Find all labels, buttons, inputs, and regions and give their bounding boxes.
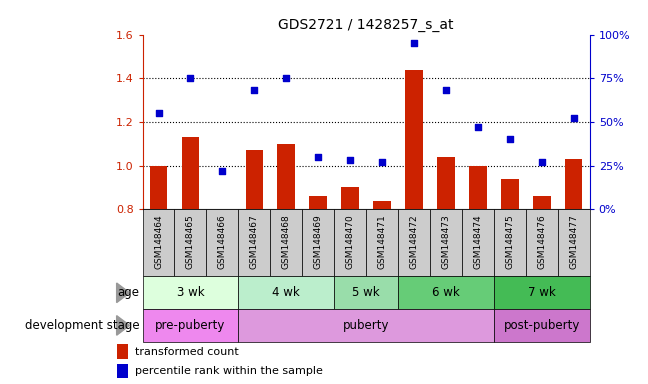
Bar [405, 70, 422, 209]
Text: GSM148476: GSM148476 [537, 215, 546, 270]
Text: GSM148464: GSM148464 [154, 215, 163, 269]
Point [473, 124, 483, 130]
Text: GSM148469: GSM148469 [314, 215, 323, 270]
Bar [143, 276, 238, 309]
Bar [526, 209, 558, 276]
Title: GDS2721 / 1428257_s_at: GDS2721 / 1428257_s_at [279, 18, 454, 32]
Bar [270, 209, 302, 276]
Text: GSM148475: GSM148475 [505, 215, 515, 270]
Bar [430, 209, 462, 276]
Point [409, 40, 419, 46]
Point [568, 115, 579, 121]
Bar [494, 276, 590, 309]
Text: post-puberty: post-puberty [503, 319, 580, 332]
Bar [494, 309, 590, 342]
Text: pre-puberty: pre-puberty [156, 319, 226, 332]
Bar [469, 166, 487, 209]
Bar [150, 166, 167, 209]
Bar [565, 159, 583, 209]
Point [345, 157, 355, 164]
Point [441, 88, 451, 94]
Bar [533, 196, 551, 209]
Bar [143, 309, 238, 342]
Polygon shape [117, 283, 130, 303]
Point [537, 159, 547, 165]
Bar [310, 196, 327, 209]
Bar [558, 209, 590, 276]
Bar [366, 209, 398, 276]
Text: GSM148468: GSM148468 [282, 215, 291, 270]
Text: development stage: development stage [25, 319, 139, 332]
Point [505, 136, 515, 142]
Text: GSM148472: GSM148472 [410, 215, 419, 269]
Text: 4 wk: 4 wk [272, 286, 300, 299]
Bar [398, 209, 430, 276]
Bar [302, 209, 334, 276]
Text: transformed count: transformed count [135, 347, 238, 357]
Bar [117, 364, 128, 378]
Point [281, 75, 292, 81]
Bar [501, 179, 518, 209]
Text: age: age [117, 286, 139, 299]
Text: GSM148477: GSM148477 [569, 215, 578, 270]
Bar [494, 209, 526, 276]
Polygon shape [117, 316, 130, 335]
Text: GSM148471: GSM148471 [378, 215, 387, 270]
Text: puberty: puberty [343, 319, 389, 332]
Bar [238, 276, 334, 309]
Bar [143, 209, 174, 276]
Bar [174, 209, 207, 276]
Point [154, 110, 164, 116]
Bar [341, 187, 359, 209]
Text: 7 wk: 7 wk [528, 286, 555, 299]
Point [217, 168, 227, 174]
Text: 5 wk: 5 wk [353, 286, 380, 299]
Point [313, 154, 323, 160]
Text: GSM148466: GSM148466 [218, 215, 227, 270]
Text: GSM148465: GSM148465 [186, 215, 195, 270]
Bar [373, 200, 391, 209]
Text: GSM148470: GSM148470 [345, 215, 354, 270]
Point [185, 75, 196, 81]
Point [249, 88, 259, 94]
Bar [334, 209, 366, 276]
Bar [238, 309, 494, 342]
Text: GSM148474: GSM148474 [474, 215, 482, 269]
Bar [207, 209, 238, 276]
Text: 3 wk: 3 wk [177, 286, 204, 299]
Text: 6 wk: 6 wk [432, 286, 460, 299]
Text: GSM148467: GSM148467 [250, 215, 259, 270]
Bar [246, 150, 263, 209]
Bar [117, 344, 128, 359]
Bar [334, 276, 398, 309]
Bar [462, 209, 494, 276]
Text: GSM148473: GSM148473 [441, 215, 450, 270]
Bar [238, 209, 270, 276]
Bar [437, 157, 455, 209]
Point [377, 159, 388, 165]
Bar [181, 137, 199, 209]
Text: percentile rank within the sample: percentile rank within the sample [135, 366, 323, 376]
Bar [398, 276, 494, 309]
Bar [277, 144, 295, 209]
